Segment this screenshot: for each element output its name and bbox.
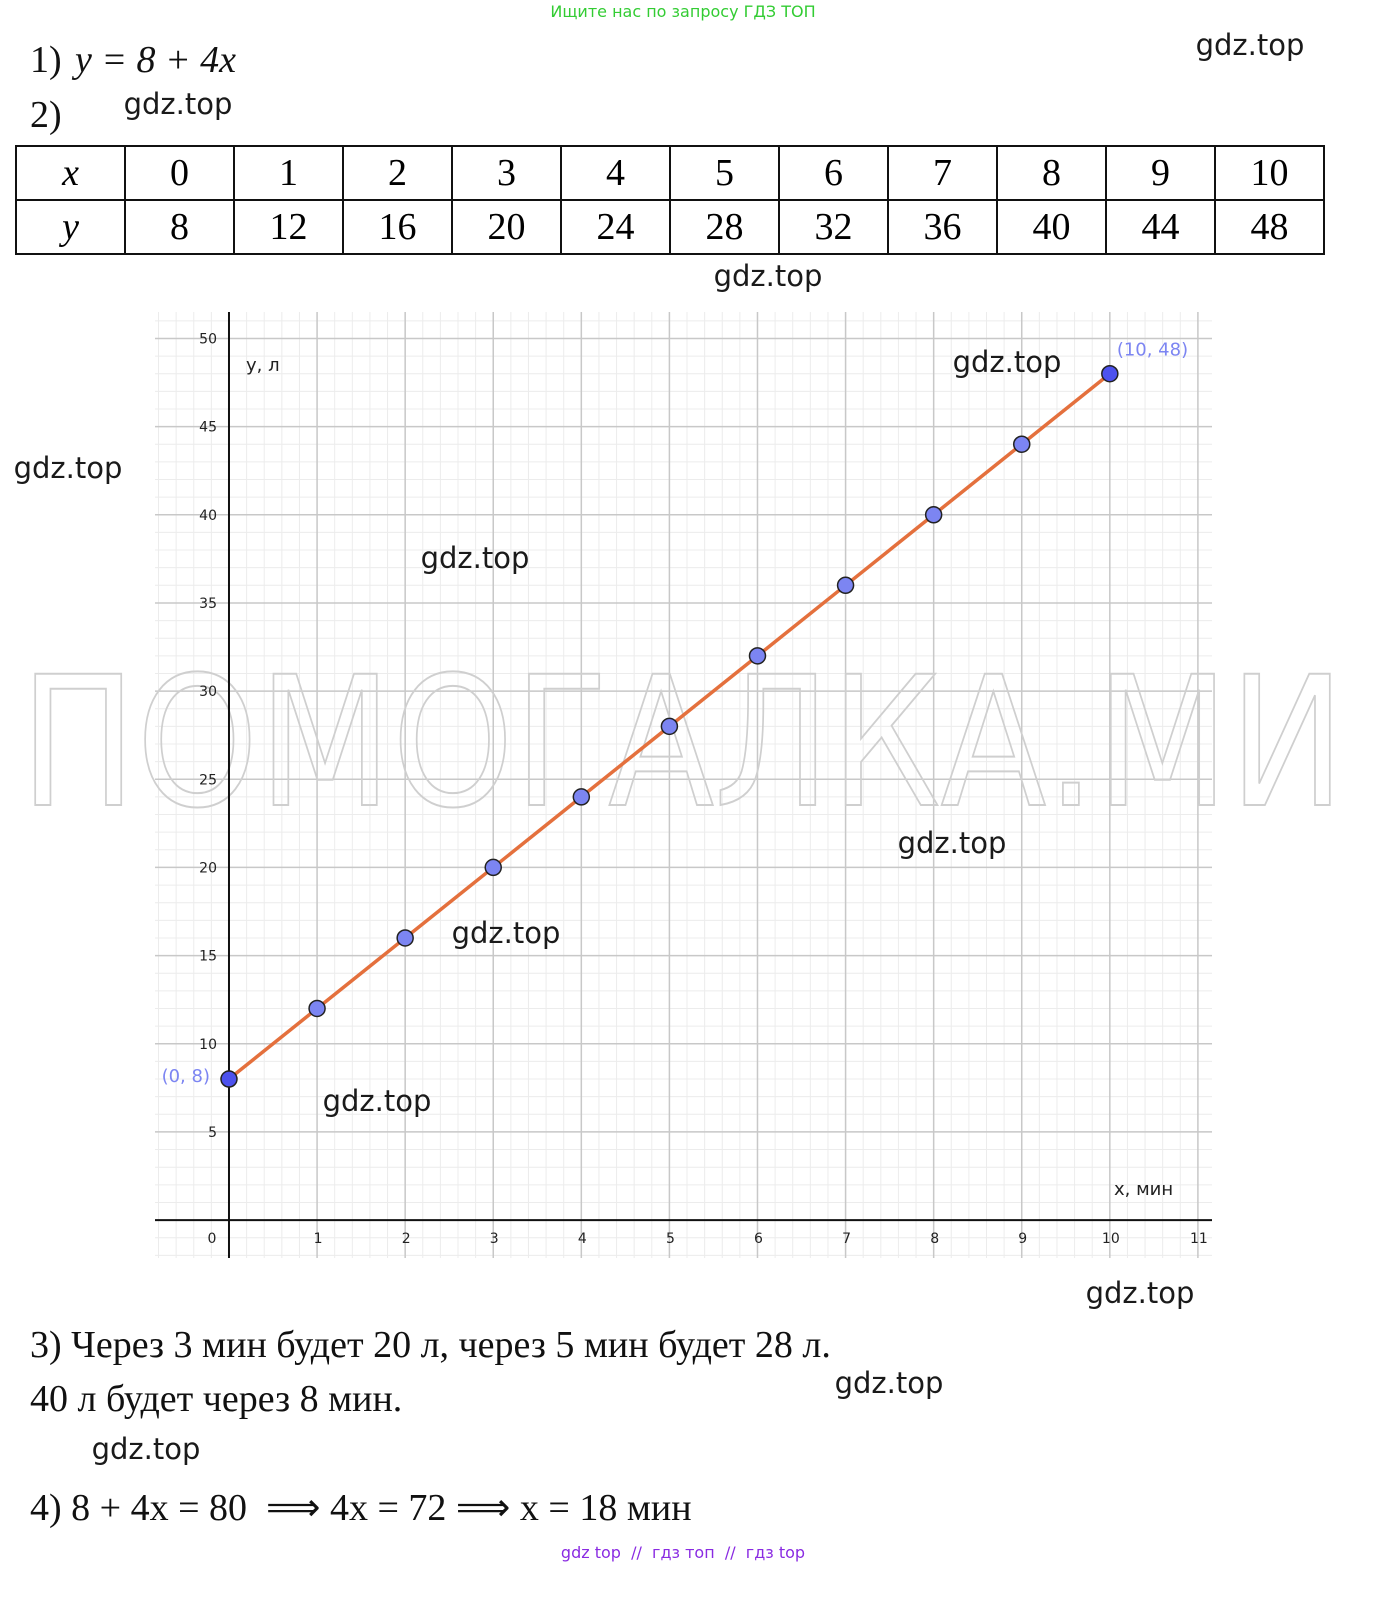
x-tick-label: 9 (1018, 1231, 1027, 1247)
point-annotation: (10, 48) (1117, 340, 1188, 361)
equation: y = 8 + 4x (75, 39, 237, 81)
table-cell: 24 (560, 199, 671, 255)
table-cell: 1 (233, 145, 344, 201)
data-point (924, 506, 943, 524)
watermark: gdz.top (322, 1084, 432, 1118)
watermark: gdz.top (713, 259, 823, 293)
table-cell: 48 (1214, 199, 1325, 255)
watermark: gdz.top (123, 87, 233, 121)
table-cell: 6 (778, 145, 889, 201)
answer-line: 40 л будет через 8 мин. (30, 1378, 403, 1420)
x-tick-label: 3 (490, 1231, 499, 1247)
point-annotation: (0, 8) (162, 1066, 210, 1087)
data-point (1101, 364, 1119, 383)
x-tick-label: 1 (314, 1231, 323, 1247)
data-point (748, 647, 767, 665)
data-point (660, 717, 679, 736)
table-cell: 2 (342, 145, 453, 201)
banner: Ищите нас по запросу ГДЗ ТОП (550, 2, 816, 21)
table-cell: y (15, 199, 126, 255)
table-cell: 36 (887, 199, 998, 255)
table-cell: 5 (669, 145, 780, 201)
watermark: gdz.top (1195, 28, 1305, 62)
y-tick-label: 10 (199, 1037, 217, 1053)
watermark: gdz.top (420, 541, 530, 575)
x-tick-label: 11 (1190, 1231, 1208, 1247)
data-point (396, 929, 414, 947)
watermark: gdz.top (91, 1432, 201, 1466)
table-cell: 20 (451, 199, 562, 255)
y-tick-label: 50 (199, 331, 217, 347)
table-cell: 10 (1214, 145, 1325, 201)
answer-line: 4) 8 + 4x = 80 ⟹ 4x = 72 ⟹ x = 18 мин (30, 1487, 692, 1529)
watermark: gdz.top (952, 345, 1062, 379)
table-cell: 44 (1105, 199, 1216, 255)
x-tick-label: 6 (754, 1231, 763, 1247)
x-tick-label: 5 (666, 1231, 675, 1247)
big-watermark: ПОМОГАЛКА.МИ (20, 639, 1345, 848)
x-tick-label: 4 (578, 1231, 587, 1247)
data-point (836, 576, 855, 595)
answer-line: 3) Через 3 мин будет 20 л, через 5 мин б… (30, 1324, 831, 1366)
y-tick-label: 20 (199, 860, 217, 876)
y-tick-label: 45 (199, 420, 217, 436)
item-label: 1) (30, 39, 62, 81)
watermark: gdz.top (834, 1366, 944, 1400)
table-cell: x (15, 145, 126, 201)
table-cell: 0 (124, 145, 235, 201)
table-row: x 0 1 2 3 4 5 6 7 8 9 10 (15, 145, 1325, 201)
table-cell: 8 (996, 145, 1107, 201)
y-tick-label: 35 (199, 596, 217, 612)
table-cell: 9 (1105, 145, 1216, 201)
data-point (220, 1070, 238, 1088)
y-tick-label: 25 (199, 772, 217, 788)
table-cell: 16 (342, 199, 453, 255)
data-point (484, 858, 502, 877)
x-tick-label: 10 (1102, 1231, 1120, 1247)
y-tick-label: 5 (208, 1125, 217, 1141)
y-axis-label: y, л (246, 355, 280, 376)
data-point (1012, 435, 1031, 453)
y-tick-label: 30 (199, 684, 217, 700)
x-tick-label: 0 (208, 1231, 217, 1247)
table-cell: 8 (124, 199, 235, 255)
watermark: gdz.top (451, 916, 561, 950)
table-row: y 8 12 16 20 24 28 32 36 40 44 48 (15, 199, 1325, 255)
x-tick-label: 2 (402, 1231, 411, 1247)
data-point (572, 788, 591, 806)
footer: gdz top // гдз топ // гдз top (560, 1543, 806, 1562)
x-axis-label: x, мин (1114, 1179, 1173, 1200)
table-cell: 32 (778, 199, 889, 255)
table-cell: 7 (887, 145, 998, 201)
value-table: x 0 1 2 3 4 5 6 7 8 9 10 y 8 12 16 20 24 28 32 36 40 44 48 (15, 145, 1325, 255)
watermark: gdz.top (897, 826, 1007, 860)
x-tick-label: 7 (842, 1231, 851, 1247)
watermark: gdz.top (13, 451, 123, 485)
x-tick-label: 8 (930, 1231, 939, 1247)
table-cell: 28 (669, 199, 780, 255)
table-cell: 3 (451, 145, 562, 201)
watermark: gdz.top (1085, 1276, 1195, 1310)
data-point (308, 999, 326, 1018)
table-cell: 4 (560, 145, 671, 201)
y-tick-label: 40 (199, 508, 217, 524)
table-cell: 12 (233, 199, 344, 255)
item-label: 2) (30, 94, 62, 136)
y-tick-label: 15 (199, 949, 217, 965)
table-cell: 40 (996, 199, 1107, 255)
